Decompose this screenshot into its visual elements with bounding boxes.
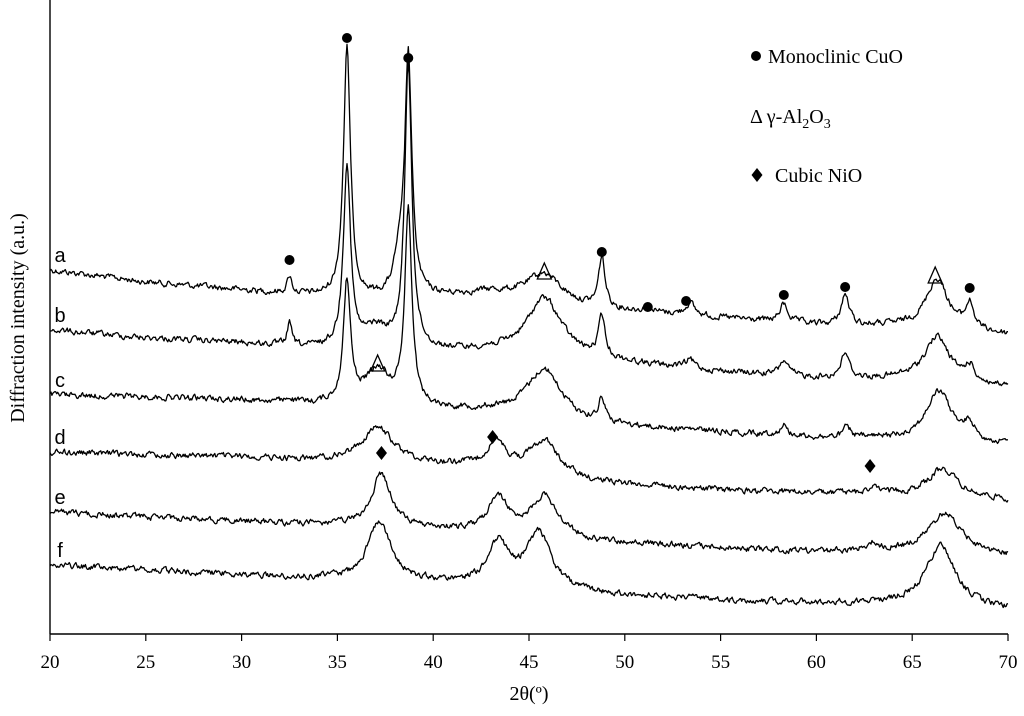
circle-peak-marker — [778, 290, 789, 300]
triangle-peak-marker — [369, 353, 386, 372]
x-axis-ticks: 20 25 30 35 40 45 50 55 60 65 70 — [41, 634, 1018, 673]
diamond-peak-marker — [487, 430, 499, 444]
x-tick-label: 45 — [520, 652, 539, 673]
legend: Monoclinic CuO Δ γ-Al2O3 Cubic NiO — [750, 46, 903, 187]
circle-peak-marker — [284, 255, 295, 265]
x-tick-label: 35 — [328, 652, 347, 673]
x-tick-label: 30 — [232, 652, 251, 673]
trace-label-b: b — [54, 305, 65, 327]
legend-circle-marker — [751, 51, 761, 61]
trace-label-e: e — [54, 487, 65, 509]
x-tick-label: 50 — [615, 652, 634, 673]
x-tick-label: 60 — [807, 652, 826, 673]
legend-label-cuo: Monoclinic CuO — [768, 46, 903, 68]
triangle-peak-marker — [536, 261, 553, 280]
x-tick-label: 55 — [711, 652, 730, 673]
x-tick-label: 20 — [41, 652, 60, 673]
trace-label-f: f — [57, 540, 63, 562]
circle-peak-marker — [964, 283, 975, 293]
trace-label-c: c — [55, 370, 65, 392]
x-axis-label: 2θ(º) — [509, 683, 548, 705]
legend-diamond-marker — [751, 168, 763, 182]
trace-label-d: d — [54, 427, 65, 449]
circle-peak-marker — [681, 296, 692, 306]
peak-markers — [284, 33, 975, 473]
diamond-peak-marker — [375, 446, 387, 460]
circle-peak-marker — [840, 282, 851, 292]
trace-label-a: a — [54, 245, 66, 267]
trace-labels: a b c d e f — [54, 245, 66, 562]
circle-peak-marker — [341, 33, 352, 43]
triangle-peak-marker — [927, 265, 944, 284]
trace-f — [49, 520, 1009, 609]
diamond-peak-marker — [864, 459, 876, 473]
circle-peak-marker — [403, 53, 414, 63]
legend-label-al2o3: Δ γ-Al2O3 — [750, 106, 831, 132]
x-tick-label: 25 — [136, 652, 155, 673]
circle-peak-marker — [642, 302, 653, 312]
trace-c — [49, 204, 1009, 445]
trace-d — [49, 425, 1009, 503]
legend-label-nio: Cubic NiO — [775, 165, 862, 187]
trace-a — [49, 43, 1008, 335]
trace-b — [49, 60, 1009, 387]
x-tick-label: 40 — [424, 652, 443, 673]
x-tick-label: 70 — [999, 652, 1018, 673]
circle-peak-marker — [596, 247, 607, 257]
y-axis-label: Diffraction intensity (a.u.) — [7, 213, 29, 423]
xrd-traces — [49, 43, 1009, 609]
x-tick-label: 65 — [903, 652, 922, 673]
trace-e — [49, 471, 1009, 556]
